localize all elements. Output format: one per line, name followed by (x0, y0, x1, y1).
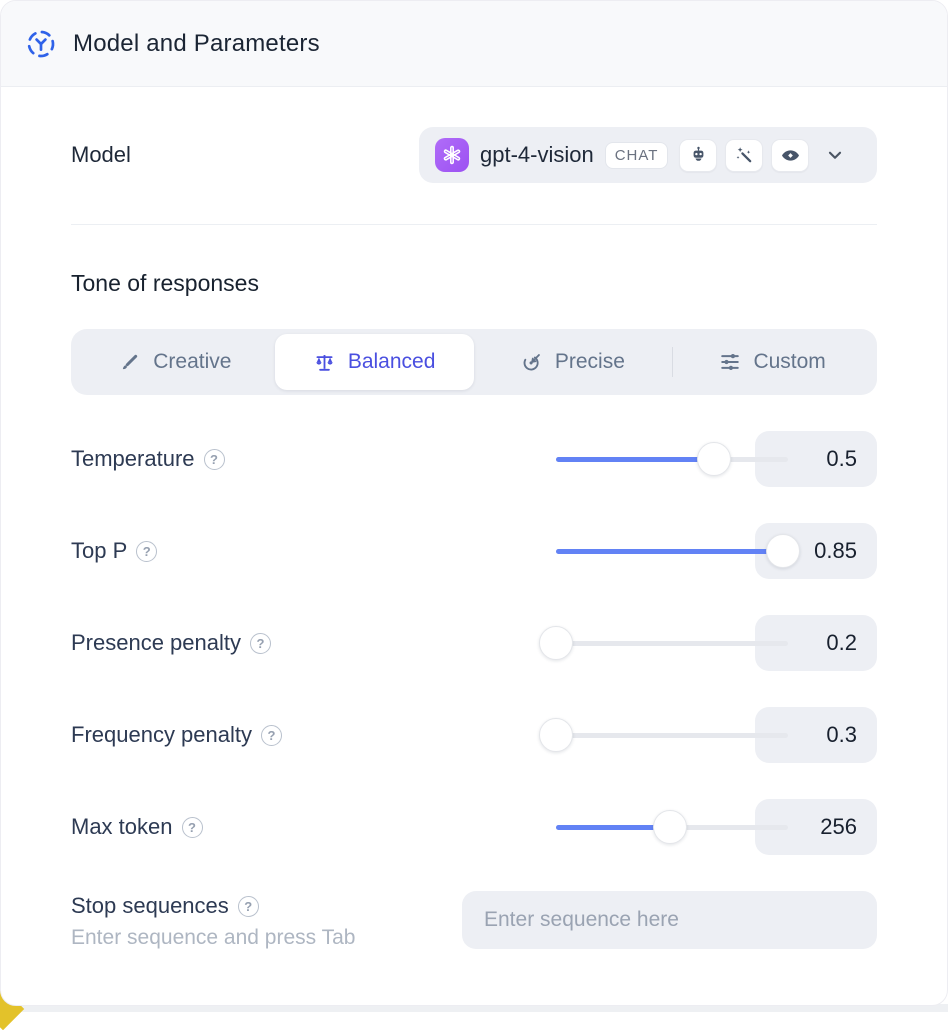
tone-tabbar: Creative Balanced (71, 329, 877, 395)
param-row-top-p: Top P ? 0.85 (71, 523, 877, 579)
openai-logo-icon (435, 138, 469, 172)
slider-thumb[interactable] (652, 810, 687, 844)
slider-thumb[interactable] (696, 442, 731, 476)
tab-label: Precise (554, 350, 625, 373)
balance-scale-icon (313, 351, 336, 374)
tab-label: Balanced (347, 350, 436, 373)
stop-sequences-label: Stop sequences (71, 893, 229, 918)
target-arrow-icon (521, 351, 543, 373)
tab-creative[interactable]: Creative (76, 334, 275, 390)
slider-thumb[interactable] (539, 626, 573, 660)
stop-sequences-helper: Enter sequence and press Tab (71, 926, 356, 949)
param-label: Presence penalty (71, 630, 241, 655)
page-background-strip (0, 1004, 948, 1012)
model-label: Model (71, 142, 131, 167)
model-hub-icon (25, 28, 57, 60)
model-select[interactable]: gpt-4-vision CHAT (419, 127, 877, 183)
tab-precise[interactable]: Precise (474, 334, 673, 390)
tab-label: Custom (753, 350, 826, 373)
help-icon[interactable]: ? (203, 448, 225, 470)
stop-sequence-input[interactable] (462, 891, 877, 949)
robot-icon (679, 138, 718, 172)
paintbrush-icon (119, 351, 141, 373)
tab-balanced[interactable]: Balanced (274, 334, 474, 390)
panel-title: Model and Parameters (73, 29, 320, 57)
panel-body: Model gpt-4-vision CH (1, 127, 947, 950)
help-icon[interactable]: ? (136, 540, 158, 562)
help-icon[interactable]: ? (181, 816, 203, 838)
slider-fill (556, 824, 670, 830)
max-token-slider[interactable] (556, 810, 788, 844)
temperature-slider[interactable] (556, 442, 788, 476)
tab-custom[interactable]: Custom (673, 334, 872, 390)
help-icon[interactable]: ? (261, 724, 282, 746)
slider-fill (556, 456, 714, 462)
frequency-penalty-slider[interactable] (539, 718, 788, 752)
model-type-badge: CHAT (604, 141, 669, 169)
section-divider (71, 224, 877, 225)
panel-header: Model and Parameters (1, 1, 947, 87)
param-row-temperature: Temperature ? 0.5 (71, 431, 877, 487)
model-parameters-panel: Model and Parameters Model (0, 0, 948, 1006)
slider-track (556, 640, 788, 646)
slider-fill (556, 548, 784, 554)
magic-wand-icon (725, 138, 764, 172)
param-row-presence-penalty: Presence penalty ? 0.2 (71, 615, 877, 671)
slider-track (556, 732, 788, 738)
model-name: gpt-4-vision (480, 142, 594, 167)
param-label: Top P (71, 538, 128, 563)
model-row: Model gpt-4-vision CH (71, 127, 877, 183)
stop-sequences-row: Stop sequences ? Enter sequence and pres… (71, 891, 877, 950)
param-label: Frequency penalty (71, 722, 252, 747)
top-p-slider[interactable] (556, 534, 801, 568)
param-label: Max token (71, 814, 173, 839)
slider-thumb[interactable] (766, 534, 801, 568)
chevron-down-icon (824, 144, 846, 166)
help-icon[interactable]: ? (250, 632, 271, 654)
tone-heading: Tone of responses (71, 270, 259, 296)
param-row-max-token: Max token ? 256 (71, 799, 877, 855)
slider-thumb[interactable] (539, 718, 573, 752)
vision-eye-icon (771, 138, 810, 172)
param-row-frequency-penalty: Frequency penalty ? 0.3 (71, 707, 877, 763)
help-icon[interactable]: ? (237, 895, 259, 917)
param-label: Temperature (71, 446, 195, 471)
presence-penalty-slider[interactable] (539, 626, 788, 660)
sliders-icon (719, 351, 741, 373)
tab-separator (672, 347, 674, 377)
tab-label: Creative (153, 350, 232, 373)
